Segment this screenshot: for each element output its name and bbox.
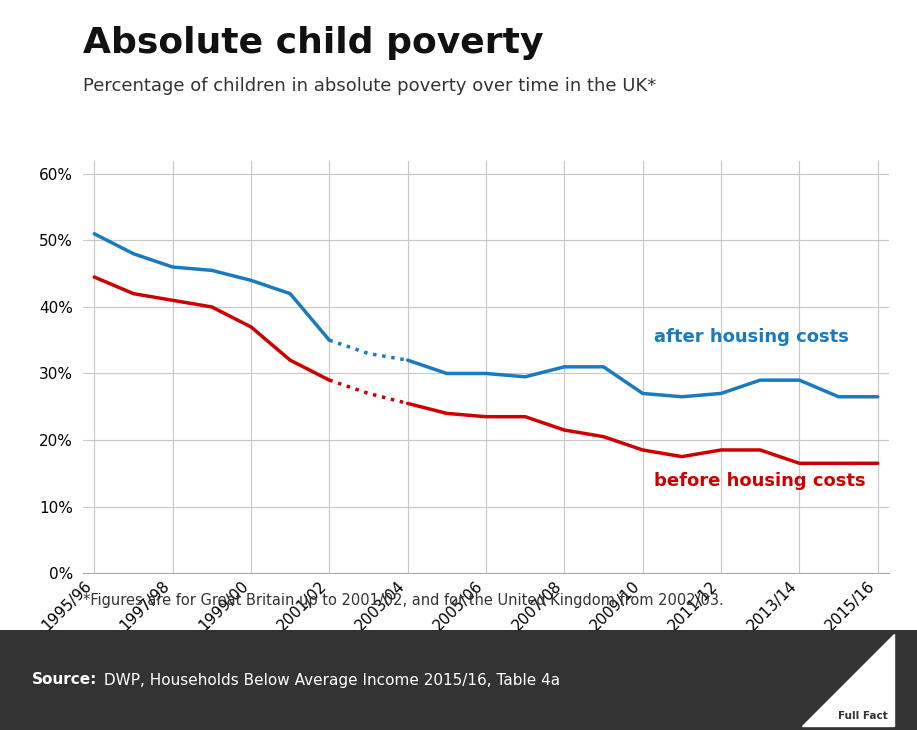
Text: Source:: Source: xyxy=(32,672,97,688)
Text: *Figures are for Great Britain up to 2001/02, and for the United Kingdom from 20: *Figures are for Great Britain up to 200… xyxy=(83,593,724,608)
Text: Percentage of children in absolute poverty over time in the UK*: Percentage of children in absolute pover… xyxy=(83,77,656,95)
Text: Full Fact: Full Fact xyxy=(838,710,888,721)
Text: Absolute child poverty: Absolute child poverty xyxy=(83,26,543,60)
Text: after housing costs: after housing costs xyxy=(655,328,849,346)
Text: DWP, Households Below Average Income 2015/16, Table 4a: DWP, Households Below Average Income 201… xyxy=(99,672,560,688)
Text: before housing costs: before housing costs xyxy=(655,472,866,491)
